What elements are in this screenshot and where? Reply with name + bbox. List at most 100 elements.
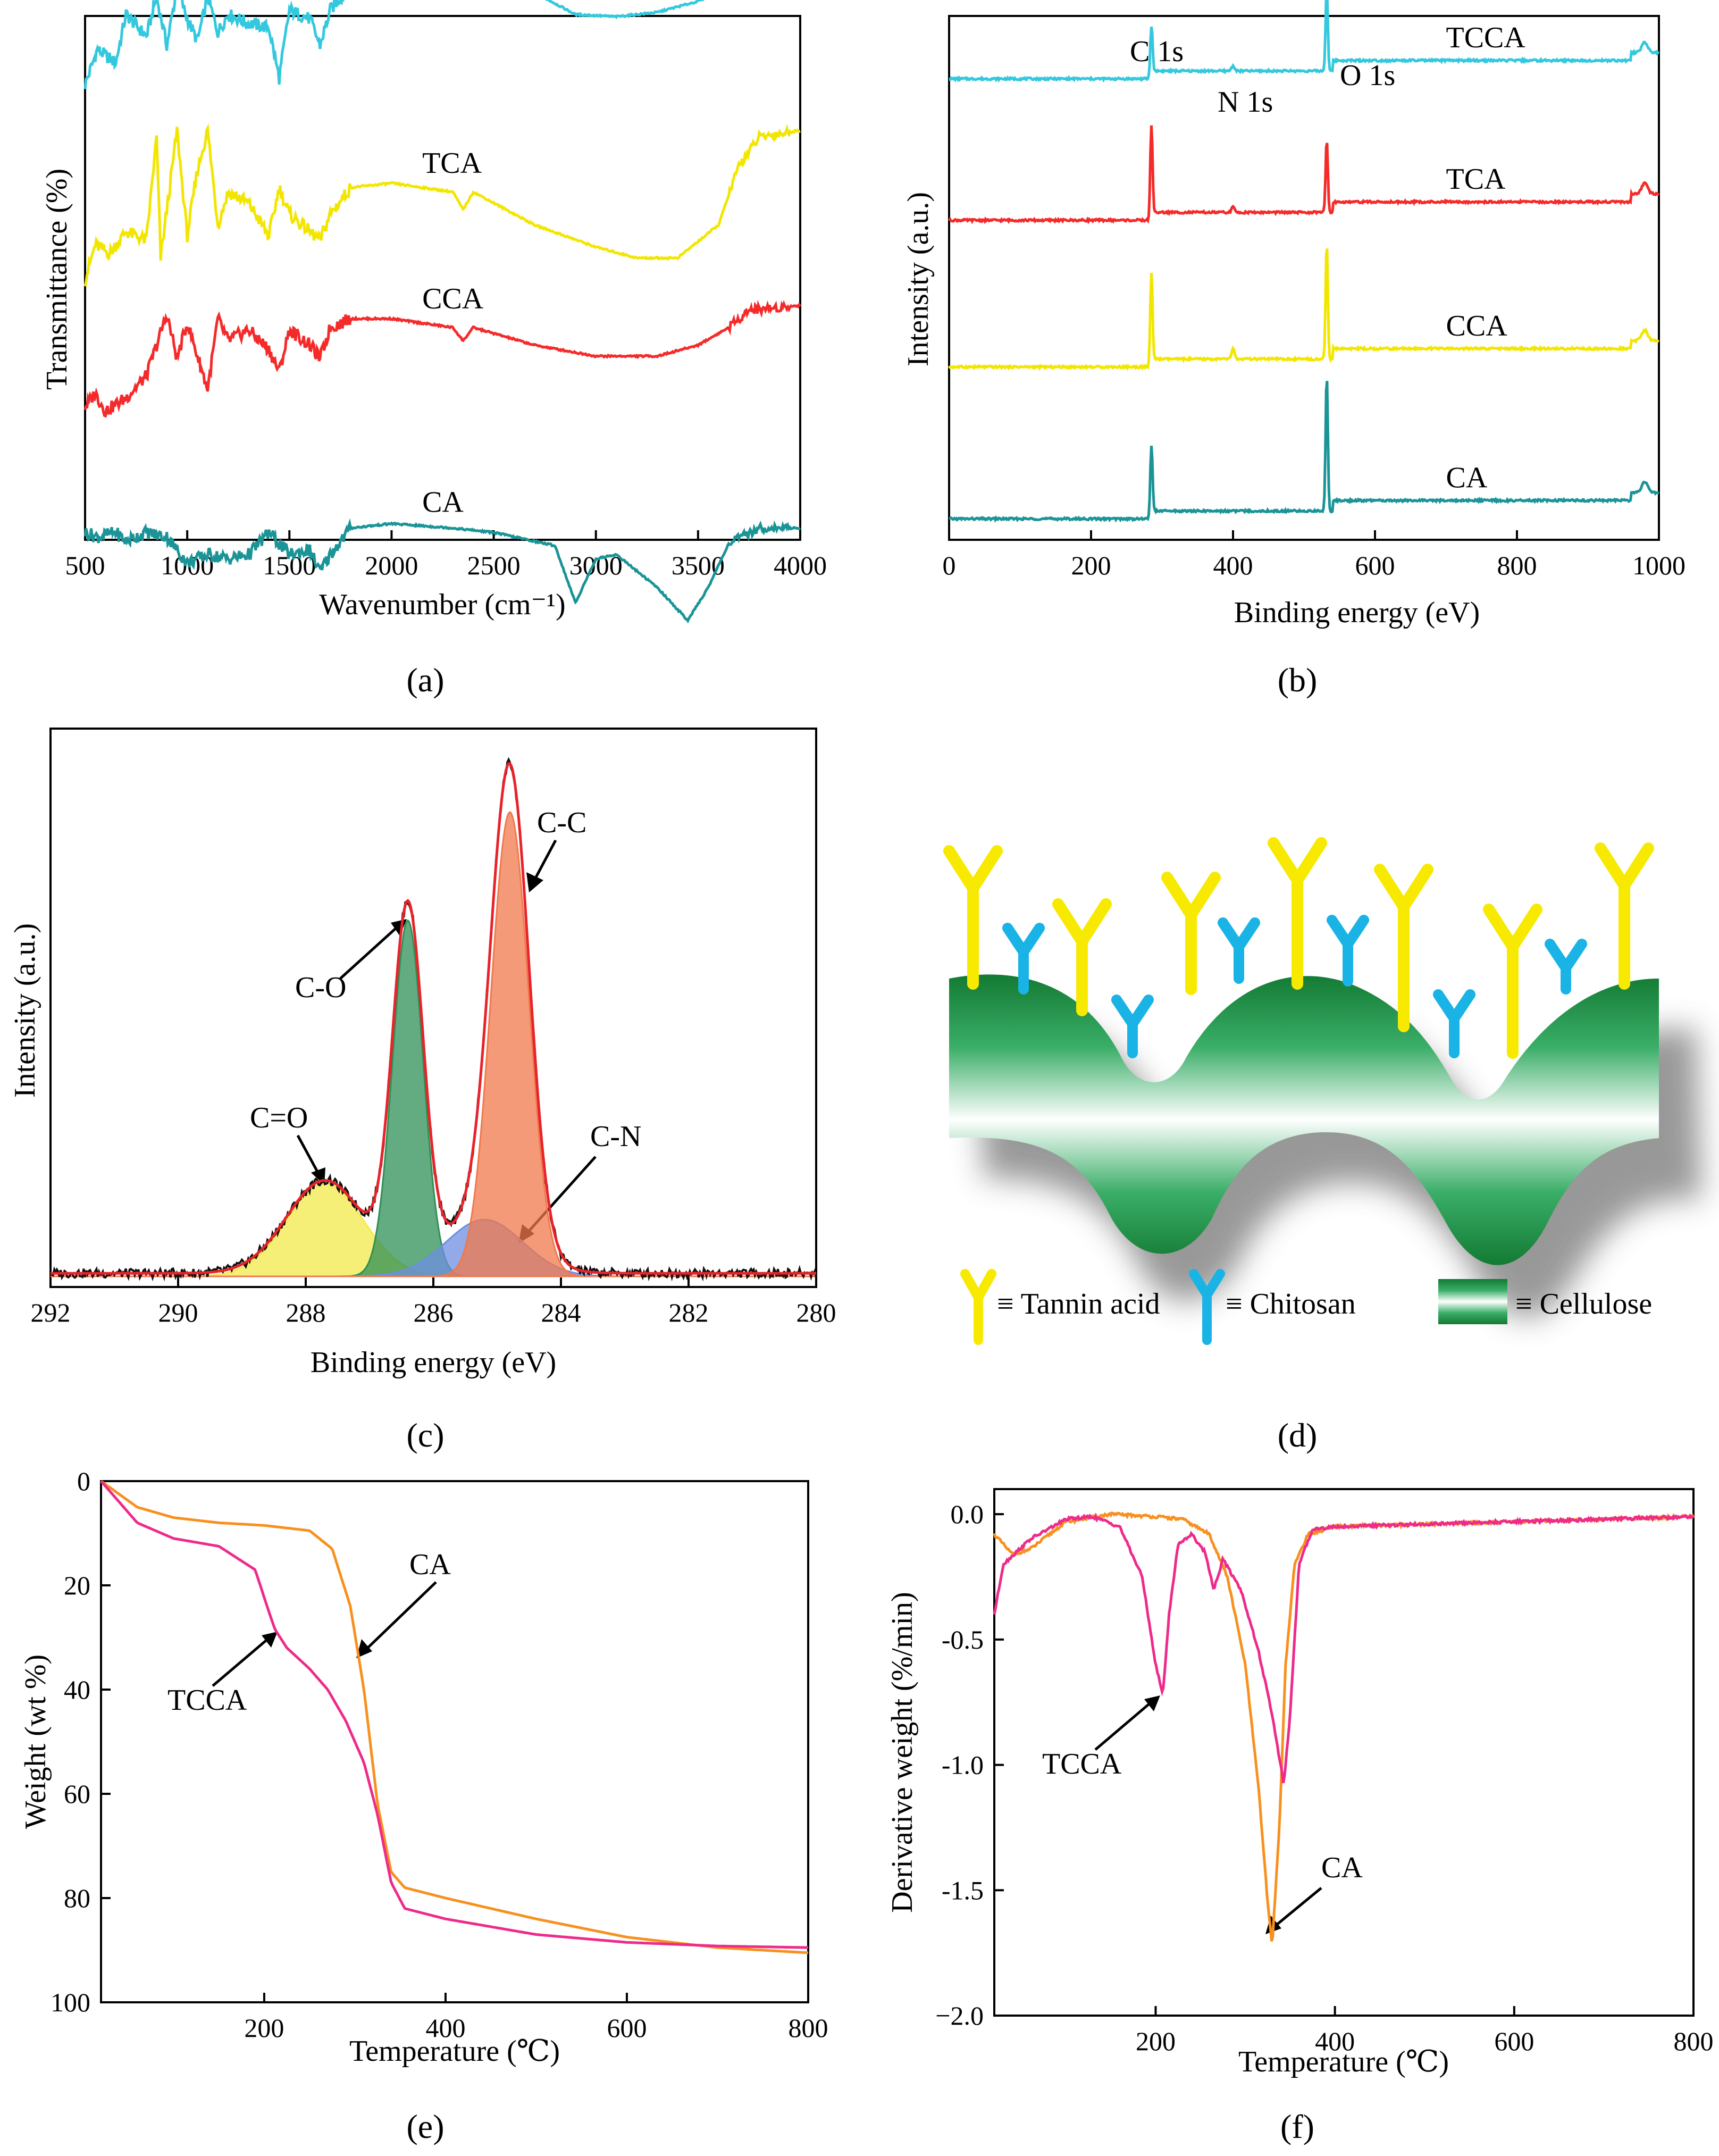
- panel-c-xlabel: Binding energy (eV): [311, 1346, 556, 1379]
- panel-e-xtick-label-0: 200: [244, 2013, 284, 2043]
- panel-a-series-cca: [83, 299, 802, 418]
- panel-f-frame: [993, 1488, 1695, 2017]
- chitosan-molecule-0: [1002, 923, 1045, 995]
- panel-a-series-label-ca: CA: [422, 486, 464, 519]
- panel-b-o1s-label: O 1s: [1340, 59, 1395, 92]
- panel-f-xtick-label-0: 200: [1136, 2026, 1176, 2056]
- legend-chitosan-label: ≡ Chitosan: [1226, 1288, 1356, 1321]
- panel-a-xtick-label-6: 3500: [672, 550, 725, 580]
- panel-b-series-ca: [949, 381, 1660, 523]
- panel-e-xtick-label-2: 600: [607, 2013, 647, 2043]
- panel-f-label-ca: CA: [1321, 1851, 1363, 1884]
- panel-e-label-ca: CA: [409, 1548, 451, 1581]
- panel-c-xtick-label-0: 292: [31, 1298, 71, 1327]
- panel-b-xtick-label-1: 200: [1071, 550, 1111, 580]
- panel-b-series-label-cca: CCA: [1446, 310, 1508, 342]
- panel-c-arrow-c-eq-o: [296, 1134, 320, 1174]
- legend-chitosan-symbol: [1189, 1269, 1225, 1345]
- chitosan-molecule-4: [1433, 989, 1475, 1058]
- panel-e-xtick-label-3: 800: [789, 2013, 828, 2043]
- panel-c-label-c-eq-o: C=O: [250, 1101, 308, 1134]
- panel-e-ylabel: Weight (wt %): [19, 1654, 52, 1829]
- tannin-molecule-5: [1483, 904, 1542, 1059]
- legend-cellulose-symbol: [1438, 1279, 1507, 1324]
- tannin-molecules: [943, 837, 1654, 1059]
- panel-c-xtick-label-4: 284: [541, 1298, 581, 1327]
- panel-b-series-label-tcca: TCCA: [1446, 21, 1526, 54]
- panel-c-arrow-cc: [533, 839, 557, 881]
- panel-b-n1s-label: N 1s: [1218, 86, 1273, 119]
- panel-a-xtick-label-7: 4000: [774, 550, 827, 580]
- panel-b-ylabel: Intensity (a.u.): [902, 192, 935, 366]
- panel-f-arrow-tcca: [1094, 1703, 1150, 1751]
- caption-c: (c): [406, 1416, 444, 1454]
- panel-f-series-tcca: [993, 1512, 1695, 1784]
- chart-marks: 5001000150020002500300035004000TCCATCACC…: [31, 0, 1714, 2056]
- panel-e-xlabel: Temperature (℃): [349, 2035, 560, 2068]
- chitosan-molecule-1: [1111, 995, 1154, 1058]
- panel-c-xtick-label-1: 290: [158, 1298, 198, 1327]
- panel-f-xtick-label-3: 800: [1674, 2026, 1714, 2056]
- panel-c-xtick-label-2: 288: [286, 1298, 326, 1327]
- panel-b-frame: [948, 15, 1660, 541]
- panel-f-xtick-label-2: 600: [1494, 2026, 1534, 2056]
- panel-b-xtick-label-3: 600: [1355, 550, 1395, 580]
- caption-d: (d): [1278, 1416, 1318, 1454]
- legend-tannin-label: ≡ Tannin acid: [997, 1288, 1160, 1321]
- panel-e-ytick-label-4: 80: [64, 1883, 90, 1913]
- panel-f-ylabel: Derivative weight (%/min): [886, 1592, 919, 1912]
- panel-a-xtick-label-4: 2500: [467, 550, 521, 580]
- panel-e-series-tcca: [100, 1480, 809, 1949]
- panel-e-arrow-ca: [366, 1581, 437, 1650]
- panel-e-ytick-label-3: 60: [64, 1779, 90, 1809]
- diagram-panel-d: ≡ Tannin acid ≡ Chitosan ≡ Cellulose: [943, 837, 1701, 1345]
- panel-a-xtick-label-0: 500: [65, 550, 105, 580]
- panel-f-ytick-label-0: 0.0: [951, 1499, 984, 1529]
- cellulose-strip: [949, 974, 1659, 1265]
- panel-e-xtick-label-1: 400: [425, 2013, 465, 2043]
- panel-a-series-tcca: [83, 0, 705, 89]
- caption-f: (f): [1280, 2108, 1314, 2145]
- panel-e-ytick-label-0: 0: [77, 1466, 90, 1496]
- panel-c-fit-envelope: [51, 762, 816, 1275]
- chitosan-molecules: [1002, 915, 1587, 1058]
- panel-e-series-ca: [100, 1480, 809, 1954]
- tannin-molecule-2: [1161, 872, 1221, 995]
- legend-cellulose-label: ≡ Cellulose: [1515, 1288, 1652, 1321]
- panel-b-xlabel: Binding energy (eV): [1234, 596, 1480, 629]
- panel-a-xlabel: Wavenumber (cm⁻¹): [319, 588, 565, 621]
- panel-c-ylabel: Intensity (a.u.): [9, 923, 41, 1098]
- panel-b-c1s-label: C 1s: [1130, 35, 1184, 68]
- panel-b-series-tca: [947, 125, 1660, 224]
- panel-f-ytick-label-2: -1.0: [942, 1750, 984, 1780]
- tannin-molecule-0: [943, 845, 1003, 990]
- panel-c-peak-c-o: [51, 919, 816, 1277]
- panel-c-arrow-co: [339, 927, 397, 980]
- caption-b: (b): [1278, 661, 1318, 699]
- panel-e-ytick-label-2: 40: [64, 1675, 90, 1704]
- panel-e-arrow-tcca: [212, 1640, 267, 1687]
- panel-e-label-tcca: TCCA: [167, 1684, 247, 1717]
- caption-e: (e): [406, 2108, 444, 2145]
- tannin-molecule-6: [1595, 842, 1654, 990]
- tannin-molecule-4: [1374, 864, 1433, 1032]
- legend-tannin-symbol: [960, 1269, 996, 1345]
- panel-a-series-ca: [83, 518, 801, 624]
- panel-b-series-cca: [947, 248, 1659, 371]
- panel-c-xtick-label-5: 282: [669, 1298, 709, 1327]
- panel-c-label-cn: C-N: [590, 1120, 641, 1153]
- tannin-molecule-1: [1052, 898, 1112, 1016]
- panel-f-xtick-label-1: 400: [1315, 2026, 1355, 2056]
- panel-a-frame: [84, 15, 801, 541]
- panel-e-ytick-label-1: 20: [64, 1570, 90, 1600]
- panel-b-xtick-label-0: 0: [943, 550, 956, 580]
- chitosan-molecule-2: [1218, 917, 1260, 984]
- panel-f-arrow-ca: [1275, 1887, 1322, 1926]
- panel-b-series-label-ca: CA: [1446, 462, 1488, 495]
- panel-a-ylabel: Transmittance (%): [40, 169, 73, 390]
- panel-e-frame: [100, 1480, 809, 2003]
- panel-f-arrowhead-tcca: [1144, 1695, 1160, 1711]
- panel-a-xtick-label-3: 2000: [365, 550, 418, 580]
- panel-f-xlabel: Temperature (℃): [1238, 2045, 1449, 2078]
